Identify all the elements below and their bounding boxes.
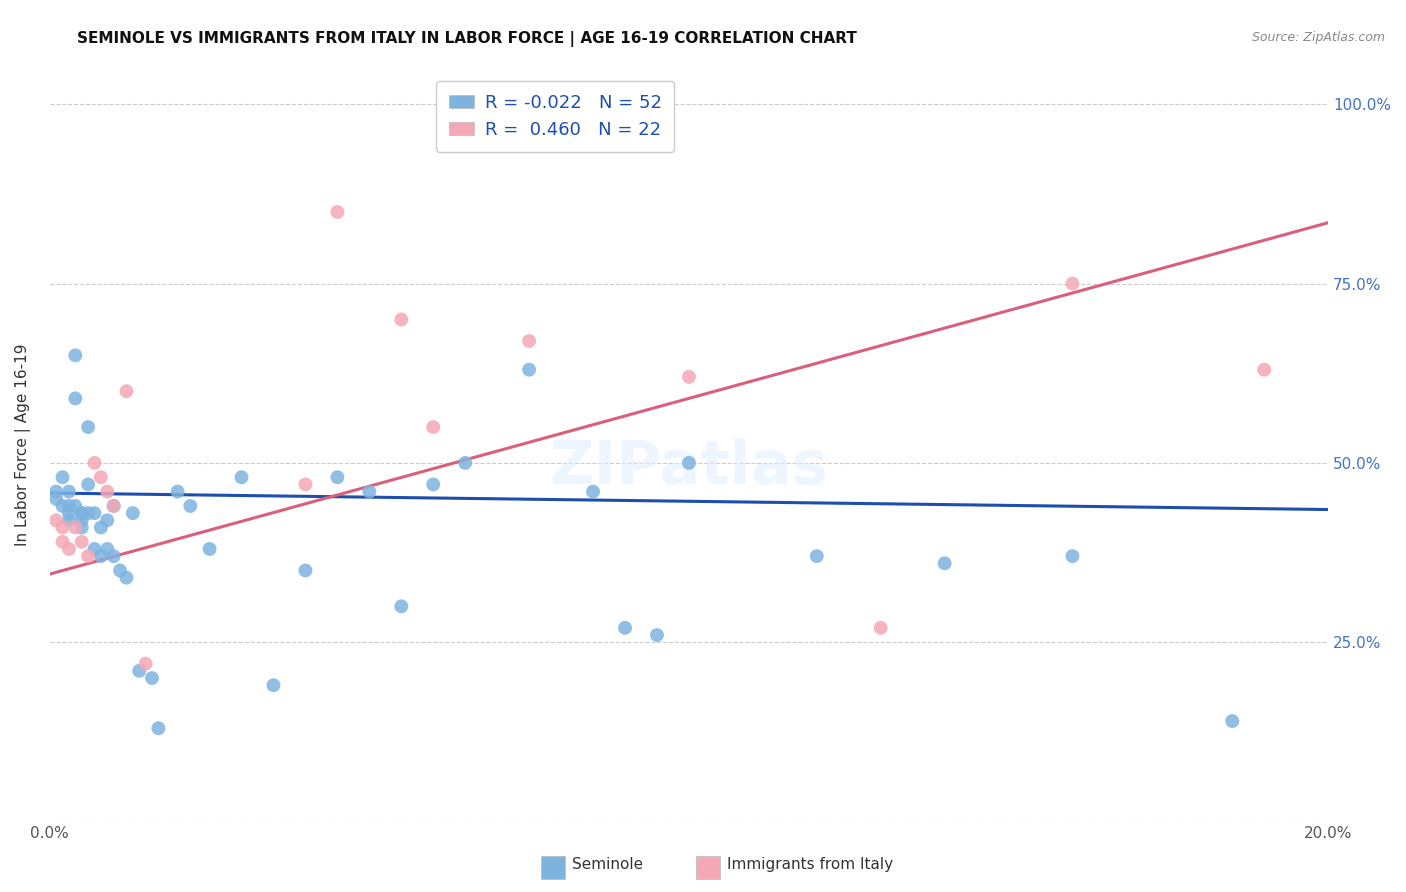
Point bbox=[58, 499, 80, 513]
Point bbox=[1062, 277, 1084, 291]
Point bbox=[198, 541, 221, 556]
Point bbox=[1253, 362, 1275, 376]
Point bbox=[359, 484, 381, 499]
Point bbox=[326, 470, 349, 484]
Point bbox=[108, 564, 131, 578]
Y-axis label: In Labor Force | Age 16-19: In Labor Force | Age 16-19 bbox=[15, 343, 31, 546]
Point bbox=[65, 348, 87, 362]
Point bbox=[582, 484, 605, 499]
Point bbox=[70, 520, 93, 534]
Point bbox=[51, 470, 73, 484]
Legend: R = -0.022   N = 52, R =  0.460   N = 22: R = -0.022 N = 52, R = 0.460 N = 22 bbox=[436, 81, 675, 152]
Point bbox=[77, 506, 100, 520]
Text: Immigrants from Italy: Immigrants from Italy bbox=[727, 857, 893, 872]
Point bbox=[128, 664, 150, 678]
Point bbox=[45, 491, 67, 506]
Point bbox=[517, 334, 540, 348]
Point bbox=[517, 362, 540, 376]
Point bbox=[51, 499, 73, 513]
Point bbox=[83, 456, 105, 470]
Point bbox=[51, 520, 73, 534]
Point bbox=[83, 541, 105, 556]
Point bbox=[678, 369, 700, 384]
Point bbox=[422, 420, 444, 434]
Point bbox=[326, 205, 349, 219]
Point bbox=[83, 506, 105, 520]
Point bbox=[179, 499, 201, 513]
Point bbox=[45, 513, 67, 527]
Point bbox=[96, 484, 118, 499]
Point bbox=[77, 549, 100, 563]
Point bbox=[58, 484, 80, 499]
Point bbox=[115, 384, 138, 399]
Point bbox=[65, 392, 87, 406]
Point bbox=[103, 499, 125, 513]
Point bbox=[231, 470, 253, 484]
Point bbox=[70, 506, 93, 520]
Text: Source: ZipAtlas.com: Source: ZipAtlas.com bbox=[1251, 31, 1385, 45]
Point bbox=[645, 628, 668, 642]
Point bbox=[70, 513, 93, 527]
Point bbox=[1062, 549, 1084, 563]
Text: SEMINOLE VS IMMIGRANTS FROM ITALY IN LABOR FORCE | AGE 16-19 CORRELATION CHART: SEMINOLE VS IMMIGRANTS FROM ITALY IN LAB… bbox=[77, 31, 858, 47]
Point bbox=[51, 534, 73, 549]
Text: Seminole: Seminole bbox=[572, 857, 644, 872]
Point bbox=[65, 520, 87, 534]
Point bbox=[58, 541, 80, 556]
Point bbox=[77, 420, 100, 434]
Point bbox=[121, 506, 143, 520]
Point bbox=[115, 571, 138, 585]
Point bbox=[148, 721, 170, 735]
Point bbox=[294, 564, 316, 578]
Point bbox=[166, 484, 188, 499]
Point bbox=[70, 506, 93, 520]
Point bbox=[90, 520, 112, 534]
Point bbox=[389, 599, 412, 614]
Point bbox=[77, 477, 100, 491]
Point bbox=[103, 549, 125, 563]
Point bbox=[454, 456, 477, 470]
Point bbox=[90, 549, 112, 563]
Point bbox=[96, 513, 118, 527]
Point bbox=[869, 621, 891, 635]
Point bbox=[389, 312, 412, 326]
Point bbox=[1220, 714, 1243, 728]
Point bbox=[678, 456, 700, 470]
Point bbox=[45, 484, 67, 499]
Point bbox=[58, 513, 80, 527]
Point bbox=[135, 657, 157, 671]
Point bbox=[806, 549, 828, 563]
Point bbox=[614, 621, 637, 635]
Point bbox=[70, 534, 93, 549]
Point bbox=[58, 506, 80, 520]
Point bbox=[422, 477, 444, 491]
Point bbox=[90, 470, 112, 484]
Point bbox=[65, 499, 87, 513]
Point bbox=[294, 477, 316, 491]
Point bbox=[263, 678, 285, 692]
Text: ZIPatlas: ZIPatlas bbox=[550, 438, 828, 497]
Point bbox=[934, 557, 956, 571]
Point bbox=[141, 671, 163, 685]
Point bbox=[96, 541, 118, 556]
Point bbox=[103, 499, 125, 513]
